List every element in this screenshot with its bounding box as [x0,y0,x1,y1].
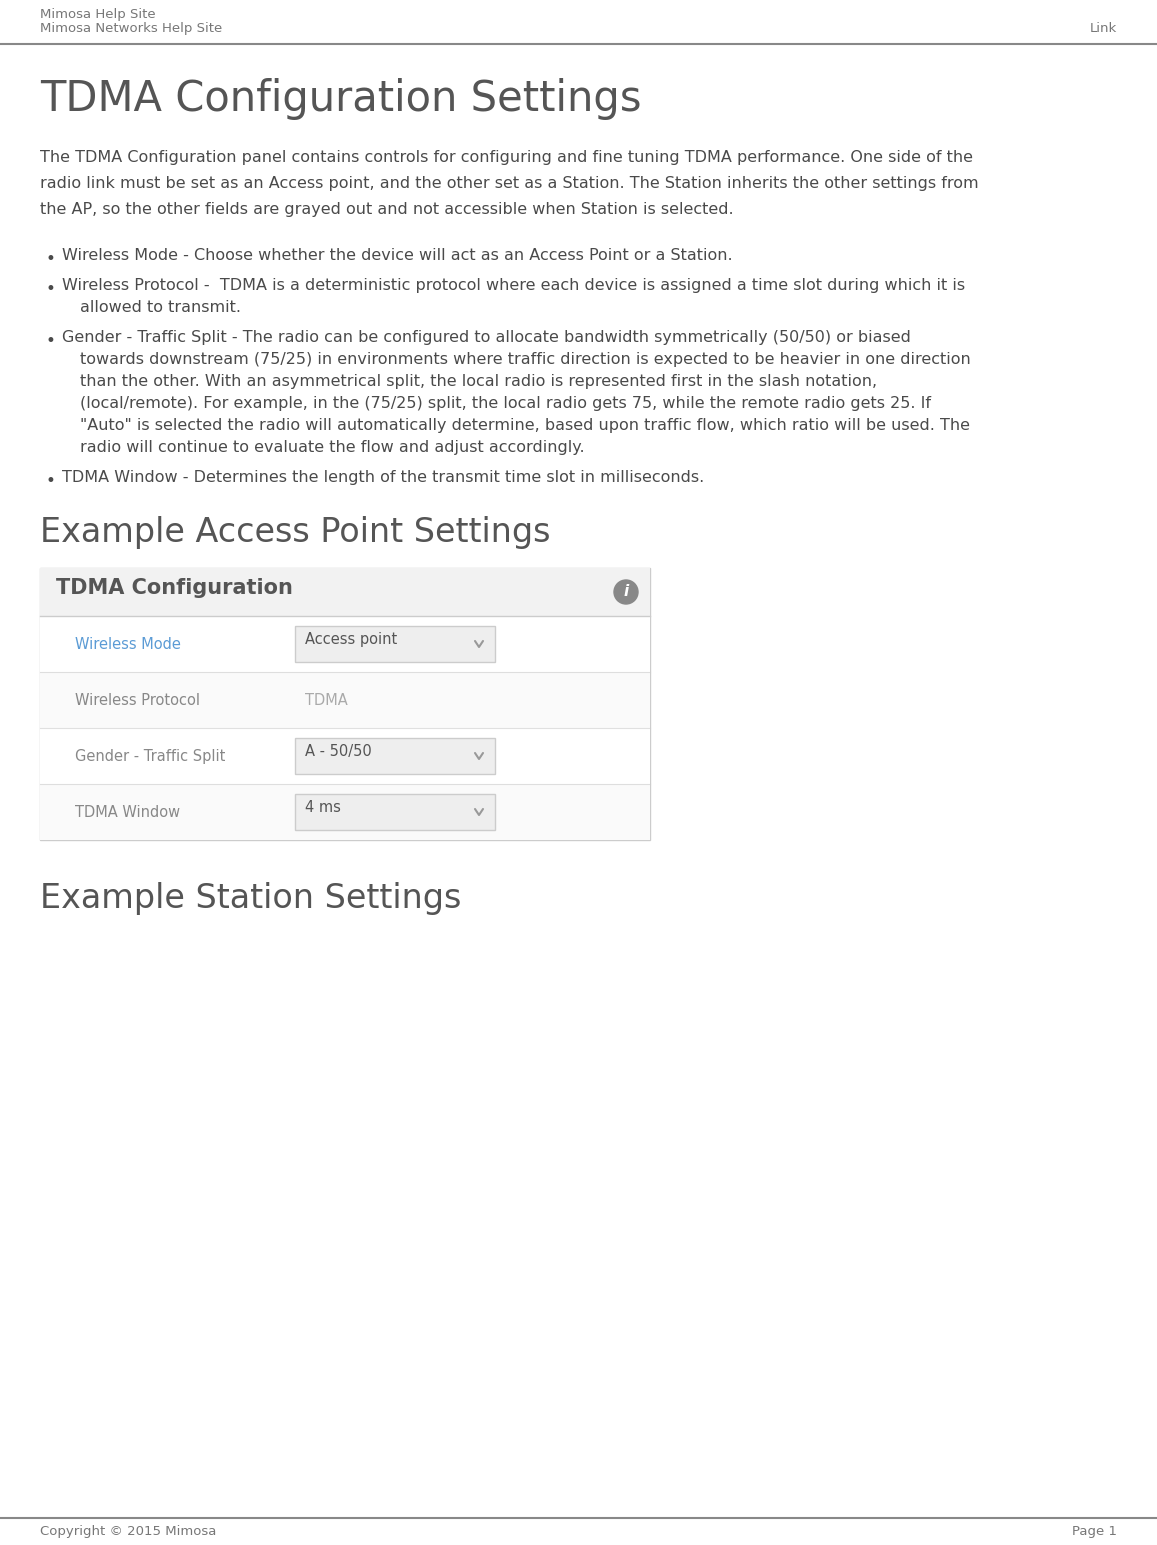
Text: TDMA Configuration: TDMA Configuration [56,578,293,598]
Text: Wireless Mode - Choose whether the device will act as an Access Point or a Stati: Wireless Mode - Choose whether the devic… [62,249,732,263]
Text: Access point: Access point [305,632,397,647]
Text: towards downstream (75/25) in environments where traffic direction is expected t: towards downstream (75/25) in environmen… [80,352,971,368]
Text: TDMA Window: TDMA Window [75,805,180,820]
Bar [295,794,495,830]
Text: •: • [46,473,56,490]
Text: •: • [46,280,56,298]
Text: Link: Link [1090,22,1117,36]
Text: Gender - Traffic Split: Gender - Traffic Split [75,749,226,763]
Bar [40,783,650,840]
Text: The TDMA Configuration panel contains controls for configuring and fine tuning T: The TDMA Configuration panel contains co… [40,150,973,165]
Bar [40,672,650,728]
Text: than the other. With an asymmetrical split, the local radio is represented first: than the other. With an asymmetrical spl… [80,374,877,389]
Text: Mimosa Help Site: Mimosa Help Site [40,8,156,22]
Text: Wireless Protocol: Wireless Protocol [75,694,200,708]
Text: 4 ms: 4 ms [305,800,341,816]
Text: •: • [46,332,56,351]
Text: Page 1: Page 1 [1073,1525,1117,1537]
Circle shape [614,579,638,604]
Text: Wireless Protocol -  TDMA is a deterministic protocol where each device is assig: Wireless Protocol - TDMA is a determinis… [62,278,965,294]
Text: allowed to transmit.: allowed to transmit. [80,300,241,315]
Text: •: • [46,250,56,267]
Bar [40,728,650,783]
Text: Example Station Settings: Example Station Settings [40,882,462,915]
Bar [295,739,495,774]
Bar [40,569,650,616]
Text: the AP, so the other fields are grayed out and not accessible when Station is se: the AP, so the other fields are grayed o… [40,202,734,216]
Text: TDMA: TDMA [305,694,348,708]
Text: Mimosa Networks Help Site: Mimosa Networks Help Site [40,22,222,36]
Text: radio will continue to evaluate the flow and adjust accordingly.: radio will continue to evaluate the flow… [80,440,584,454]
Bar [295,626,495,661]
Text: Example Access Point Settings: Example Access Point Settings [40,516,551,548]
Text: (local/remote). For example, in the (75/25) split, the local radio gets 75, whil: (local/remote). For example, in the (75/… [80,396,931,411]
Text: Copyright © 2015 Mimosa: Copyright © 2015 Mimosa [40,1525,216,1537]
Bar [40,569,650,840]
Text: i: i [624,584,628,599]
Text: TDMA Configuration Settings: TDMA Configuration Settings [40,77,641,121]
Text: TDMA Window - Determines the length of the transmit time slot in milliseconds.: TDMA Window - Determines the length of t… [62,470,705,485]
Bar [40,616,650,672]
Text: Gender - Traffic Split - The radio can be configured to allocate bandwidth symme: Gender - Traffic Split - The radio can b… [62,331,911,345]
Text: Wireless Mode: Wireless Mode [75,637,180,652]
Text: "Auto" is selected the radio will automatically determine, based upon traffic fl: "Auto" is selected the radio will automa… [80,419,970,433]
Text: radio link must be set as an Access point, and the other set as a Station. The S: radio link must be set as an Access poin… [40,176,979,192]
Text: A - 50/50: A - 50/50 [305,745,371,759]
